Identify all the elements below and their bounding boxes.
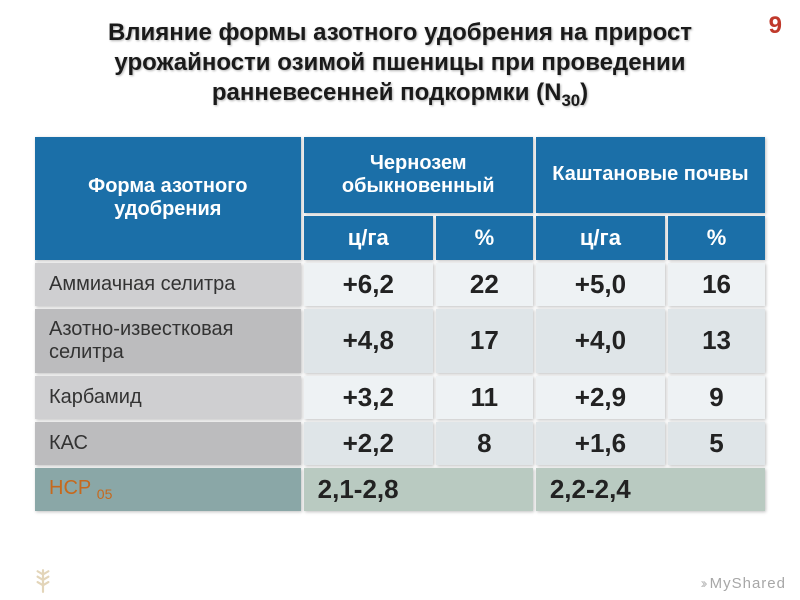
value-cell: +6,2 [304,263,433,306]
header-unit-pct-2: % [668,216,765,260]
table-row: Азотно-известковая селитра+4,817+4,013 [35,309,765,373]
footer-value-1: 2,1-2,8 [304,468,533,511]
value-cell: 9 [668,376,765,419]
row-label: Карбамид [35,376,301,419]
value-cell: 13 [668,309,765,373]
table-row: КАС+2,28+1,65 [35,422,765,465]
value-cell: 11 [436,376,533,419]
footnote-brand: ›› MyShared [700,575,786,592]
table-row: Карбамид+3,211+2,99 [35,376,765,419]
footnote-icon: ›› [700,575,704,592]
table-footer-row: НСР 052,1-2,82,2-2,4 [35,468,765,511]
value-cell: 5 [668,422,765,465]
value-cell: +2,9 [536,376,665,419]
slide-title: Влияние формы азотного удобрения на прир… [0,0,800,134]
wheat-icon [30,568,56,594]
value-cell: 22 [436,263,533,306]
table-row: Аммиачная селитра+6,222+5,016 [35,263,765,306]
value-cell: 17 [436,309,533,373]
footer-label: НСР 05 [35,468,301,511]
row-label: Азотно-известковая селитра [35,309,301,373]
value-cell: 16 [668,263,765,306]
value-cell: +4,8 [304,309,433,373]
value-cell: +2,2 [304,422,433,465]
row-label: КАС [35,422,301,465]
header-unit-cga-1: ц/га [304,216,433,260]
header-unit-pct-1: % [436,216,533,260]
value-cell: +3,2 [304,376,433,419]
header-form: Форма азотного удобрения [35,137,301,260]
page-number: 9 [769,12,782,40]
row-label: Аммиачная селитра [35,263,301,306]
footer-value-2: 2,2-2,4 [536,468,765,511]
value-cell: +5,0 [536,263,665,306]
value-cell: +1,6 [536,422,665,465]
header-kashtan: Каштановые почвы [536,137,765,213]
value-cell: 8 [436,422,533,465]
header-chernozem: Чернозем обыкновенный [304,137,533,213]
header-unit-cga-2: ц/га [536,216,665,260]
data-table: Форма азотного удобрения Чернозем обыкно… [32,134,768,514]
value-cell: +4,0 [536,309,665,373]
table-container: Форма азотного удобрения Чернозем обыкно… [0,134,800,514]
